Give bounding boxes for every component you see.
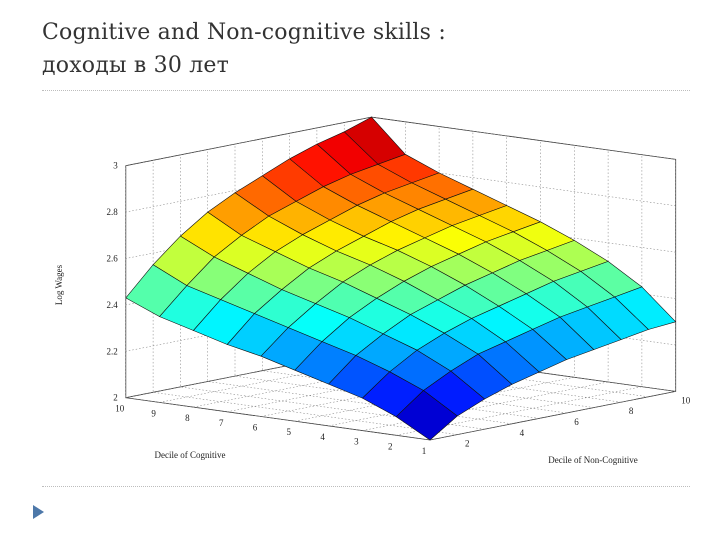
slide-title-line2: доходы в 30 лет [42,53,230,78]
y-axis-label: Decile of Non-Cognitive [548,455,637,465]
grid-line-noncog [316,127,622,403]
grid-line-z [125,163,676,213]
x-tick-label: 9 [151,408,156,418]
x-tick-label: 3 [354,437,359,447]
z-tick-label: 3 [113,161,118,171]
surface-patches [125,116,677,441]
x-tick-label: 7 [219,418,224,428]
surface-chart-container: 2 2.2 2.4 2.6 2.8 3 10 9 8 7 6 5 4 3 2 1 2 4 6 8 10 Log Wage… [40,90,700,490]
grid-line-z [125,348,676,398]
grid-line-z [125,209,676,259]
z-tick-label: 2.8 [107,207,119,217]
y-tick-label: 10 [681,395,691,405]
grid-line-noncog [152,160,458,435]
grid-line-noncog [180,154,485,430]
x-axis-label: Decile of Cognitive [155,450,226,460]
x-tick-label: 10 [115,404,125,414]
surface-patch [395,390,458,441]
y-tick-label: 8 [629,406,634,416]
x-tick-label: 1 [422,446,427,456]
y-tick-label: 6 [574,417,579,427]
y-tick-label: 4 [520,428,525,438]
bottom-divider [42,486,690,487]
z-axis-label: Log Wages [54,264,64,305]
x-tick-label: 6 [253,423,258,433]
z-tick-label: 2.6 [107,254,119,264]
x-tick-label: 4 [320,432,325,442]
grid-line-z [125,116,676,166]
top-divider [42,90,690,91]
bullet-arrow-icon [33,505,44,519]
slide-title: Cognitive and Non-cognitive skills : дох… [42,16,682,82]
x-tick-label: 2 [388,441,393,451]
y-tick-label: 2 [465,439,470,449]
surface-chart: 2 2.2 2.4 2.6 2.8 3 10 9 8 7 6 5 4 3 2 1 2 4 6 8 10 Log Wage… [54,116,691,465]
z-tick-label: 2.4 [107,300,119,310]
x-tick-label: 8 [185,413,190,423]
grid-line-noncog [343,122,649,398]
z-tick-label: 2.2 [107,346,118,356]
tick-labels: 2 2.2 2.4 2.6 2.8 3 10 9 8 7 6 5 4 3 2 1 2 4 6 8 10 [107,161,691,456]
x-tick-label: 5 [287,427,292,437]
z-tick-label: 2 [113,393,118,403]
slide-title-line1: Cognitive and Non-cognitive skills : [42,20,446,45]
